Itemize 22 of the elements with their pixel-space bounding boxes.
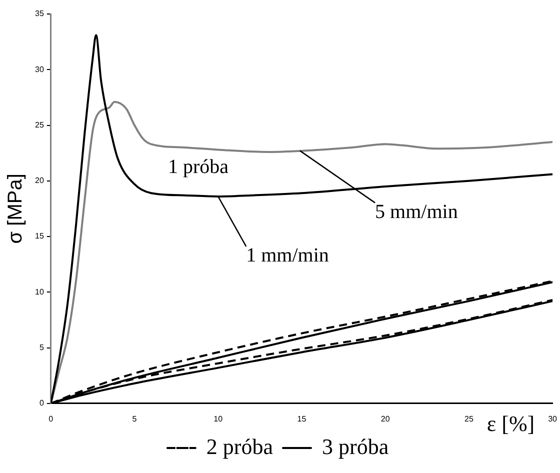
annotation: 5 mm/min: [375, 201, 458, 224]
x-tick-label: 20: [380, 414, 390, 424]
y-tick-label: 30: [34, 64, 44, 74]
y-tick-label: 0: [39, 398, 44, 408]
y-tick-label: 35: [34, 9, 44, 18]
legend-label: 2 próba: [206, 434, 274, 459]
x-tick-label: 15: [297, 414, 307, 424]
y-tick-label: 15: [34, 232, 44, 241]
x-tick-label: 5: [132, 414, 138, 424]
x-tick-label: 25: [464, 414, 474, 424]
y-tick-label: 10: [34, 287, 44, 296]
y-axis-title: σ [MPa]: [4, 174, 27, 244]
legend-label: 3 próba: [322, 434, 389, 459]
annotation: 1 mm/min: [246, 244, 329, 267]
y-tick-label: 5: [39, 342, 44, 352]
x-tick-label: 10: [214, 414, 224, 424]
y-tick-label: 25: [34, 120, 44, 130]
y-tick-label: 20: [34, 176, 44, 186]
annotation: 1 próba: [168, 156, 229, 178]
x-tick-label: 30: [548, 414, 558, 424]
x-axis-title: ε [%]: [486, 410, 535, 436]
x-tick-label: 0: [48, 414, 54, 424]
